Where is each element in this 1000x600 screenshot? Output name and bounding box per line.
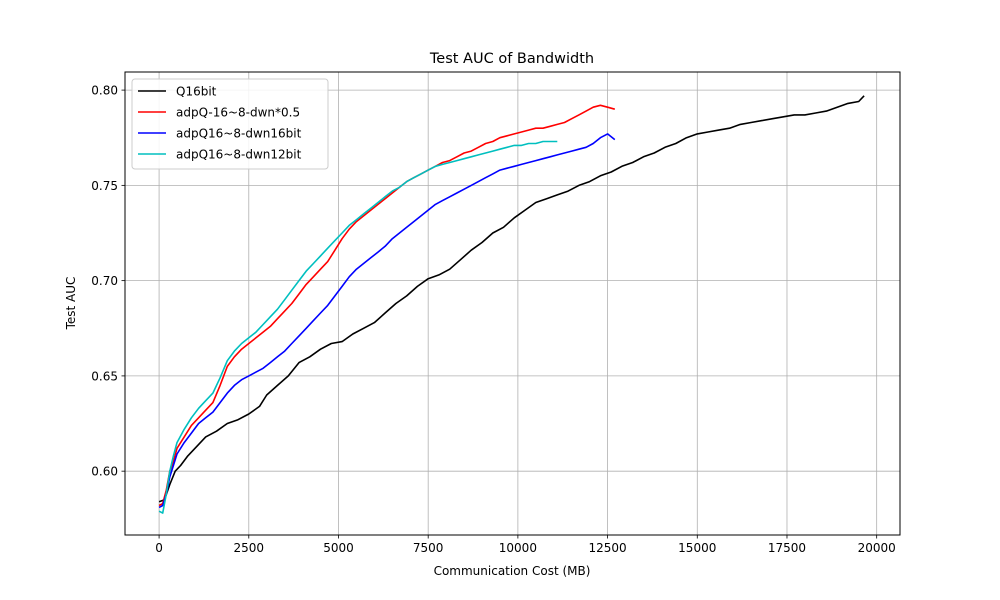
y-tick-label: 0.70 [91, 274, 118, 288]
chart-title: Test AUC of Bandwidth [429, 51, 594, 67]
legend-label: adpQ16~8-dwn12bit [176, 148, 302, 162]
x-axis: 0 2500 5000 7500 10000 12500 15000 17500 20000 [155, 535, 896, 555]
x-tick-label: 2500 [234, 541, 265, 555]
y-tick-label: 0.60 [91, 465, 118, 479]
plot-area [158, 95, 865, 514]
legend-label: Q16bit [176, 85, 217, 99]
x-tick-label: 12500 [588, 541, 626, 555]
x-tick-label: 10000 [499, 541, 537, 555]
x-tick-label: 20000 [858, 541, 896, 555]
legend: Q16bit adpQ-16~8-dwn*0.5 adpQ16~8-dwn16bit… [131, 78, 329, 170]
x-tick-label: 5000 [323, 541, 354, 555]
series-line-1 [158, 104, 616, 507]
x-tick-label: 17500 [768, 541, 806, 555]
series-line-2 [158, 133, 616, 509]
x-tick-label: 0 [155, 541, 163, 555]
y-axis-label: Test AUC [64, 277, 78, 331]
plot-frame [124, 71, 901, 536]
y-tick-label: 0.80 [91, 84, 118, 98]
y-axis: 0.60 0.65 0.70 0.75 0.80 [91, 84, 125, 479]
series-line-0 [158, 95, 865, 503]
y-tick-label: 0.65 [91, 369, 118, 383]
y-tick-label: 0.75 [91, 179, 118, 193]
x-axis-label: Communication Cost (MB) [434, 564, 591, 578]
legend-box [131, 78, 329, 170]
legend-label: adpQ-16~8-dwn*0.5 [176, 106, 300, 120]
x-tick-label: 7500 [413, 541, 444, 555]
x-tick-label: 15000 [678, 541, 716, 555]
grid-lines [125, 72, 900, 535]
series-line-3 [158, 140, 558, 514]
legend-label: adpQ16~8-dwn16bit [176, 127, 302, 141]
